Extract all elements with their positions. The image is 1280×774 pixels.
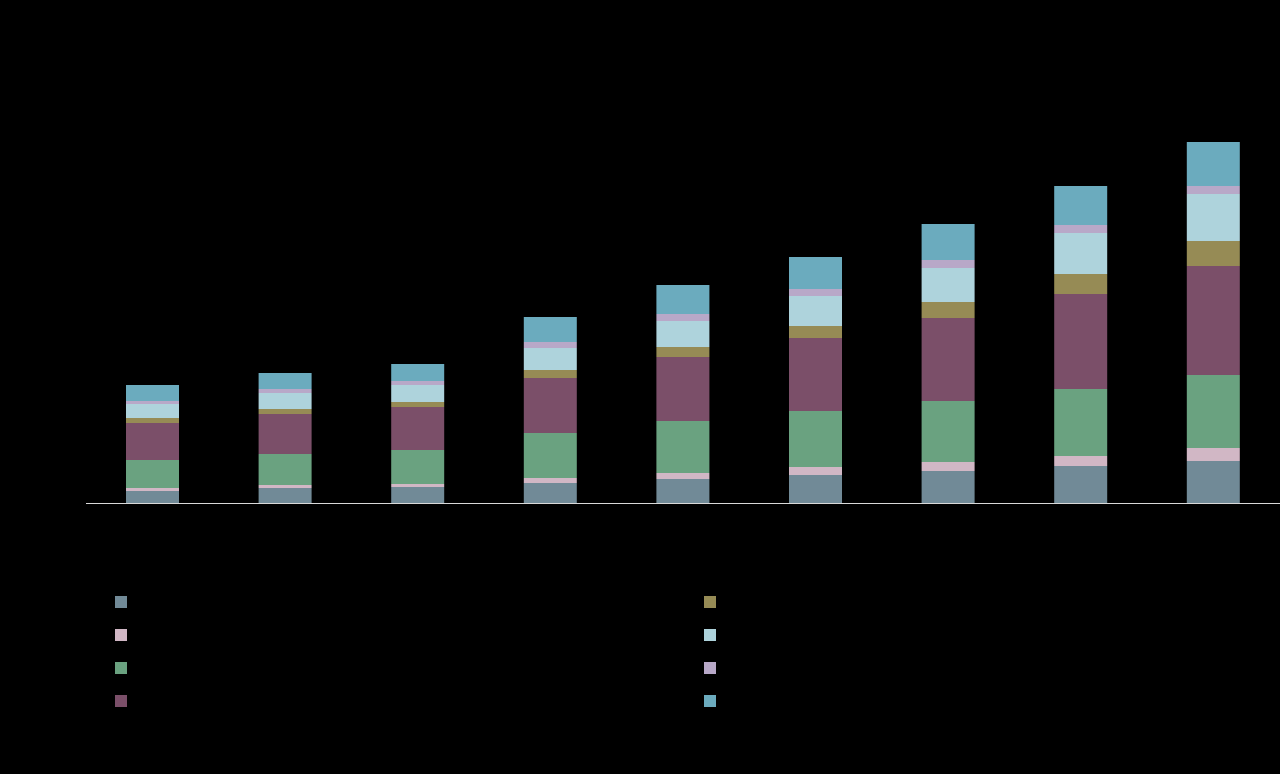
bar-segment-s5-c5 bbox=[789, 296, 842, 326]
bar-segment-s1-c7 bbox=[1054, 456, 1108, 466]
bar-segment-s7-c0 bbox=[126, 385, 179, 401]
bar-segment-s4-c4 bbox=[656, 347, 710, 357]
bar-segment-s1-c8 bbox=[1186, 448, 1240, 461]
bar-segment-s6-c7 bbox=[1054, 225, 1108, 233]
legend-swatch bbox=[704, 662, 716, 674]
bar-segment-s4-c2 bbox=[391, 402, 445, 407]
legend-swatch bbox=[704, 596, 716, 608]
bar-segment-s7-c1 bbox=[258, 373, 312, 389]
legend-item bbox=[704, 629, 716, 641]
bar-segment-s0-c0 bbox=[126, 491, 179, 503]
bar-segment-s3-c8 bbox=[1186, 266, 1240, 375]
bar-segment-s0-c7 bbox=[1054, 466, 1108, 503]
bar-segment-s5-c4 bbox=[656, 321, 710, 347]
bar-segment-s3-c4 bbox=[656, 357, 710, 421]
bar-segment-s2-c4 bbox=[656, 421, 710, 473]
bar-segment-s4-c6 bbox=[921, 302, 975, 318]
bar-segment-s7-c3 bbox=[523, 317, 577, 342]
legend-item bbox=[704, 596, 716, 608]
legend-swatch bbox=[115, 695, 127, 707]
bar-segment-s2-c8 bbox=[1186, 375, 1240, 448]
bar-segment-s3-c2 bbox=[391, 407, 445, 450]
bar-segment-s2-c3 bbox=[523, 433, 577, 478]
bar-segment-s0-c2 bbox=[391, 487, 445, 503]
legend-item bbox=[704, 695, 716, 707]
bar-segment-s5-c0 bbox=[126, 404, 179, 418]
bar-segment-s3-c6 bbox=[921, 318, 975, 401]
legend-item bbox=[704, 662, 716, 674]
bar-segment-s1-c6 bbox=[921, 462, 975, 471]
bar-segment-s3-c1 bbox=[258, 414, 312, 454]
bar-segment-s6-c1 bbox=[258, 389, 312, 393]
bar-segment-s6-c2 bbox=[391, 381, 445, 385]
legend-swatch bbox=[115, 662, 127, 674]
bar-segment-s2-c5 bbox=[789, 411, 842, 467]
bar-segment-s6-c8 bbox=[1186, 186, 1240, 194]
legend-swatch bbox=[704, 629, 716, 641]
bar-segment-s3-c3 bbox=[523, 378, 577, 433]
bars-layer bbox=[126, 142, 1240, 503]
bar-segment-s4-c8 bbox=[1186, 241, 1240, 266]
bar-segment-s3-c0 bbox=[126, 423, 179, 460]
bar-segment-s4-c1 bbox=[258, 409, 312, 414]
bar-segment-s0-c6 bbox=[921, 471, 975, 503]
bar-segment-s0-c8 bbox=[1186, 461, 1240, 503]
bar-segment-s4-c5 bbox=[789, 326, 842, 338]
bar-segment-s6-c5 bbox=[789, 289, 842, 296]
legend-swatch bbox=[115, 596, 127, 608]
bar-segment-s5-c1 bbox=[258, 393, 312, 409]
legend-item bbox=[115, 695, 127, 707]
bar-segment-s1-c1 bbox=[258, 485, 312, 488]
bar-segment-s1-c2 bbox=[391, 484, 445, 487]
legend-swatch bbox=[115, 629, 127, 641]
legend-item bbox=[115, 596, 127, 608]
bar-segment-s7-c8 bbox=[1186, 142, 1240, 186]
bar-segment-s3-c7 bbox=[1054, 294, 1108, 389]
bar-segment-s7-c5 bbox=[789, 257, 842, 289]
bar-segment-s7-c6 bbox=[921, 224, 975, 260]
bar-segment-s7-c2 bbox=[391, 364, 445, 381]
bar-segment-s5-c3 bbox=[523, 348, 577, 370]
bar-segment-s2-c2 bbox=[391, 450, 445, 484]
bar-segment-s0-c4 bbox=[656, 479, 710, 503]
bar-segment-s6-c6 bbox=[921, 260, 975, 268]
bar-segment-s0-c3 bbox=[523, 483, 577, 503]
bar-segment-s0-c5 bbox=[789, 475, 842, 503]
legend bbox=[115, 596, 716, 707]
bar-segment-s7-c4 bbox=[656, 285, 710, 314]
bar-segment-s5-c6 bbox=[921, 268, 975, 302]
legend-item bbox=[115, 662, 127, 674]
bar-segment-s1-c4 bbox=[656, 473, 710, 479]
bar-segment-s2-c6 bbox=[921, 401, 975, 462]
bar-segment-s5-c7 bbox=[1054, 233, 1108, 274]
bar-segment-s4-c7 bbox=[1054, 274, 1108, 294]
bar-segment-s1-c3 bbox=[523, 478, 577, 483]
bar-segment-s4-c3 bbox=[523, 370, 577, 378]
bar-segment-s2-c0 bbox=[126, 460, 179, 488]
bar-segment-s5-c8 bbox=[1186, 194, 1240, 241]
bar-segment-s2-c7 bbox=[1054, 389, 1108, 456]
bar-segment-s6-c4 bbox=[656, 314, 710, 321]
legend-item bbox=[115, 629, 127, 641]
bar-segment-s7-c7 bbox=[1054, 186, 1108, 225]
bar-segment-s1-c5 bbox=[789, 467, 842, 475]
bar-segment-s1-c0 bbox=[126, 488, 179, 491]
bar-segment-s2-c1 bbox=[258, 454, 312, 485]
bar-segment-s6-c3 bbox=[523, 342, 577, 348]
bar-segment-s0-c1 bbox=[258, 488, 312, 503]
bar-segment-s4-c0 bbox=[126, 418, 179, 423]
bar-segment-s3-c5 bbox=[789, 338, 842, 411]
legend-swatch bbox=[704, 695, 716, 707]
bar-segment-s5-c2 bbox=[391, 385, 445, 402]
bar-segment-s6-c0 bbox=[126, 401, 179, 404]
